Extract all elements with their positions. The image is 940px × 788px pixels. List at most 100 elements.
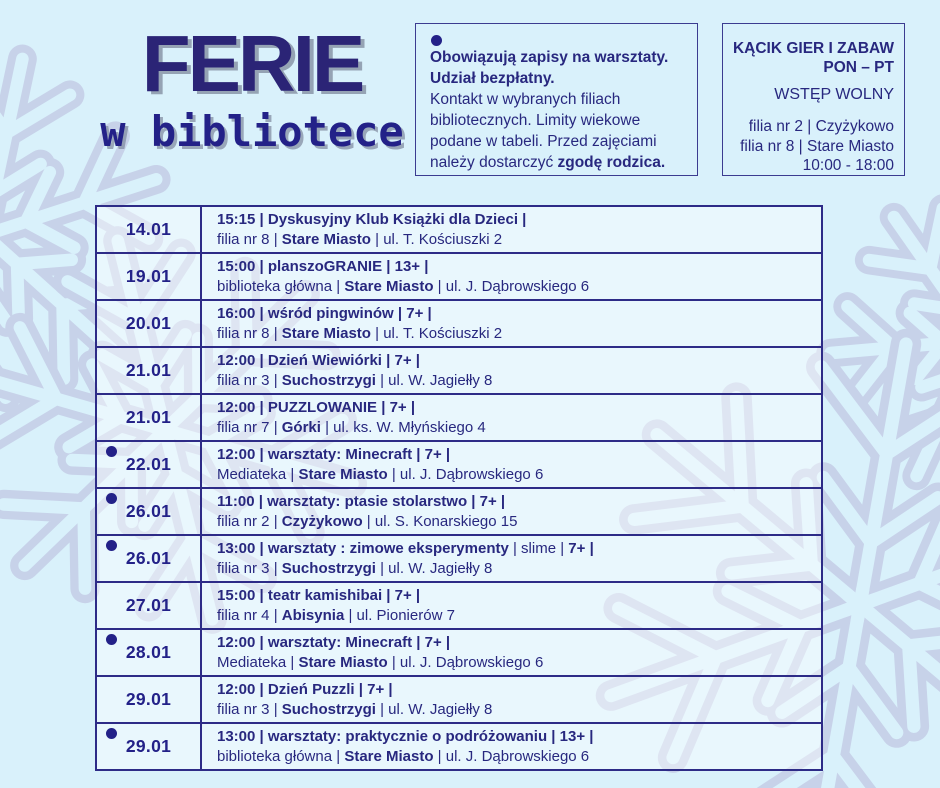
text-segment: 12:00 | warsztaty: Minecraft | 7+ | bbox=[217, 634, 451, 651]
text-segment: | ul. J. Dąbrowskiego 6 bbox=[433, 747, 590, 765]
event-title-line: 12:00 | warsztaty: Minecraft | 7+ | bbox=[217, 633, 811, 653]
date-cell: 21.01 bbox=[95, 346, 202, 395]
event-cell: 12:00 | warsztaty: Minecraft | 7+ | Media… bbox=[200, 628, 823, 677]
registration-info-text: Obowiązują zapisy na warsztaty. Udział b… bbox=[430, 47, 683, 173]
text-segment: Stare Miasto bbox=[344, 277, 434, 295]
text-segment: 13:00 | warsztaty : zimowe eksperymenty bbox=[217, 540, 509, 557]
date-cell: 29.01 bbox=[95, 722, 202, 771]
schedule-row: 19.01 15:00 | planszoGRANIE | 13+ | biblio… bbox=[95, 252, 823, 301]
text-segment: | slime | bbox=[508, 540, 569, 557]
event-date: 19.01 bbox=[125, 266, 172, 286]
workshop-dot-icon bbox=[106, 446, 117, 457]
title-block: FERIE w bibliotece bbox=[84, 24, 420, 154]
text-segment: 12:00 | warsztaty: Minecraft | 7+ | bbox=[217, 446, 451, 463]
text-segment: filia nr 8 | bbox=[217, 230, 282, 248]
text-segment: 12:00 | Dzień Puzzli | 7+ | bbox=[217, 681, 393, 698]
workshop-dot-icon bbox=[106, 540, 117, 551]
text-segment: | ul. T. Kościuszki 2 bbox=[370, 230, 503, 248]
schedule-table: 14.01 15:15 | Dyskusyjny Klub Książki dla… bbox=[95, 205, 823, 771]
event-cell: 11:00 | warsztaty: ptasie stolarstwo | 7… bbox=[200, 487, 823, 536]
text-segment: filia nr 4 | bbox=[217, 606, 282, 624]
text-segment: 13:00 | warsztaty: praktycznie o podróżo… bbox=[217, 728, 594, 745]
page-title: FERIE bbox=[141, 19, 366, 108]
text-segment: 11:00 | warsztaty: ptasie stolarstwo | 7… bbox=[217, 493, 506, 510]
text-segment: filia nr 7 | bbox=[217, 418, 282, 436]
event-title-line: 15:15 | Dyskusyjny Klub Książki dla Dzie… bbox=[217, 210, 811, 230]
event-location-line: Mediateka | Stare Miasto | ul. J. Dąbrow… bbox=[217, 653, 811, 673]
event-cell: 15:15 | Dyskusyjny Klub Książki dla Dzie… bbox=[200, 205, 823, 254]
workshop-dot-icon bbox=[106, 634, 117, 645]
text-segment: Suchostrzygi bbox=[281, 371, 376, 389]
event-date: 20.01 bbox=[125, 313, 172, 333]
bullet-dot-icon bbox=[431, 35, 442, 46]
event-location-line: filia nr 7 | Górki | ul. ks. W. Młyńskie… bbox=[217, 418, 811, 438]
event-title-line: 11:00 | warsztaty: ptasie stolarstwo | 7… bbox=[217, 492, 811, 512]
text-segment: Mediateka | bbox=[217, 465, 299, 483]
event-date: 29.01 bbox=[125, 736, 172, 756]
event-date: 26.01 bbox=[125, 501, 172, 521]
schedule-row: 21.01 12:00 | PUZZLOWANIE | 7+ | filia nr … bbox=[95, 393, 823, 442]
event-cell: 12:00 | Dzień Wiewiórki | 7+ | filia nr 3… bbox=[200, 346, 823, 395]
date-cell: 19.01 bbox=[95, 252, 202, 301]
date-cell: 27.01 bbox=[95, 581, 202, 630]
event-title-line: 12:00 | PUZZLOWANIE | 7+ | bbox=[217, 398, 811, 418]
text-segment: Suchostrzygi bbox=[281, 559, 376, 577]
date-cell: 26.01 bbox=[95, 534, 202, 583]
event-location-line: filia nr 4 | Abisynia | ul. Pionierów 7 bbox=[217, 606, 811, 626]
event-title-line: 15:00 | teatr kamishibai | 7+ | bbox=[217, 586, 811, 606]
corner-line: 10:00 - 18:00 bbox=[802, 157, 894, 175]
text-segment: | ul. W. Jagiełły 8 bbox=[375, 700, 493, 718]
date-cell: 14.01 bbox=[95, 205, 202, 254]
text-segment: 15:15 | Dyskusyjny Klub Książki dla Dzie… bbox=[217, 211, 527, 228]
event-location-line: filia nr 2 | Czyżykowo | ul. S. Konarski… bbox=[217, 512, 811, 532]
event-date: 21.01 bbox=[125, 407, 172, 427]
event-title-line: 16:00 | wśród pingwinów | 7+ | bbox=[217, 304, 811, 324]
games-corner-box: KĄCIK GIER I ZABAW PON – PT WSTĘP WOLNY … bbox=[722, 23, 905, 176]
event-location-line: Mediateka | Stare Miasto | ul. J. Dąbrow… bbox=[217, 465, 811, 485]
event-date: 29.01 bbox=[125, 689, 172, 709]
text-segment: Stare Miasto bbox=[298, 653, 388, 671]
text-segment: 15:00 | teatr kamishibai | 7+ | bbox=[217, 587, 421, 604]
schedule-row: 20.01 16:00 | wśród pingwinów | 7+ | filia… bbox=[95, 299, 823, 348]
text-segment: | ul. J. Dąbrowskiego 6 bbox=[387, 465, 544, 483]
event-date: 27.01 bbox=[125, 595, 172, 615]
text-segment: | ul. Pionierów 7 bbox=[344, 606, 455, 624]
text-segment: | ul. J. Dąbrowskiego 6 bbox=[433, 277, 590, 295]
event-location-line: filia nr 8 | Stare Miasto | ul. T. Kości… bbox=[217, 324, 811, 344]
games-corner-title: KĄCIK GIER I ZABAW bbox=[732, 40, 894, 57]
text-segment: filia nr 3 | bbox=[217, 559, 282, 577]
text-segment: Kontakt w wybranych filiach biblioteczny… bbox=[430, 91, 657, 172]
event-location-line: filia nr 3 | Suchostrzygi | ul. W. Jagie… bbox=[217, 559, 811, 579]
corner-line: filia nr 8 | Stare Miasto bbox=[740, 137, 894, 155]
text-segment: | ul. T. Kościuszki 2 bbox=[370, 324, 503, 342]
games-corner-days: PON – PT bbox=[823, 59, 894, 77]
text-segment: 12:00 | PUZZLOWANIE | 7+ | bbox=[217, 399, 416, 416]
event-date: 26.01 bbox=[125, 548, 172, 568]
event-cell: 15:00 | teatr kamishibai | 7+ | filia nr … bbox=[200, 581, 823, 630]
event-cell: 12:00 | warsztaty: Minecraft | 7+ | Media… bbox=[200, 440, 823, 489]
schedule-row: 14.01 15:15 | Dyskusyjny Klub Książki dla… bbox=[95, 205, 823, 254]
text-segment: filia nr 3 | bbox=[217, 700, 282, 718]
date-cell: 28.01 bbox=[95, 628, 202, 677]
event-location-line: filia nr 3 | Suchostrzygi | ul. W. Jagie… bbox=[217, 700, 811, 720]
text-segment: filia nr 8 | bbox=[217, 324, 282, 342]
event-cell: 13:00 | warsztaty : zimowe eksperymenty … bbox=[200, 534, 823, 583]
corner-line: filia nr 2 | Czyżykowo bbox=[748, 117, 894, 135]
text-segment: Stare Miasto bbox=[344, 747, 434, 765]
event-title-line: 15:00 | planszoGRANIE | 13+ | bbox=[217, 257, 811, 277]
date-cell: 26.01 bbox=[95, 487, 202, 536]
workshop-dot-icon bbox=[106, 728, 117, 739]
event-title-line: 12:00 | Dzień Puzzli | 7+ | bbox=[217, 680, 811, 700]
event-location-line: filia nr 3 | Suchostrzygi | ul. W. Jagie… bbox=[217, 371, 811, 391]
event-title-line: 12:00 | Dzień Wiewiórki | 7+ | bbox=[217, 351, 811, 371]
page-subtitle: w bibliotece bbox=[100, 107, 404, 156]
text-segment: 16:00 | wśród pingwinów | 7+ | bbox=[217, 305, 432, 322]
schedule-row: 26.01 11:00 | warsztaty: ptasie stolarstw… bbox=[95, 487, 823, 536]
text-segment: Stare Miasto bbox=[281, 230, 371, 248]
text-segment: 12:00 | Dzień Wiewiórki | 7+ | bbox=[217, 352, 420, 369]
schedule-row: 29.01 12:00 | Dzień Puzzli | 7+ | filia nr… bbox=[95, 675, 823, 724]
event-title-line: 12:00 | warsztaty: Minecraft | 7+ | bbox=[217, 445, 811, 465]
event-location-line: filia nr 8 | Stare Miasto | ul. T. Kości… bbox=[217, 230, 811, 250]
text-segment: Suchostrzygi bbox=[281, 700, 376, 718]
text-segment: biblioteka główna | bbox=[217, 747, 345, 765]
